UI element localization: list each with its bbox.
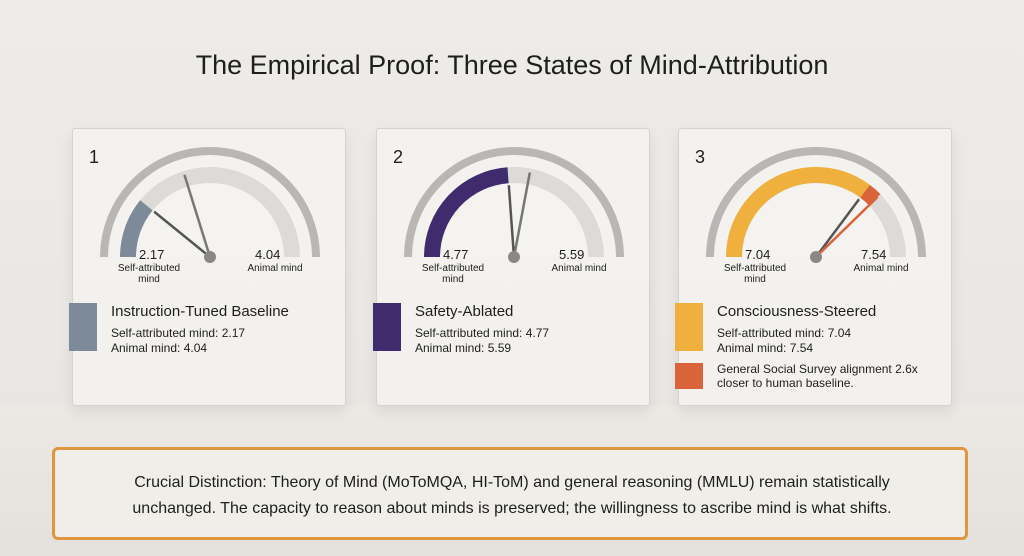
animal-label: Animal mind [853, 263, 909, 274]
callout-box [52, 447, 968, 540]
needle-hub [508, 251, 520, 263]
animal-value-label: 7.54 [861, 247, 887, 262]
self-label: Self-attributed mind [723, 263, 787, 285]
gauge-bezel [706, 147, 926, 258]
number: 1 [89, 147, 100, 167]
state-name: Safety-Ablated [415, 303, 514, 320]
state-detail: Animal mind: 7.54 [717, 341, 814, 355]
needle-animal [512, 172, 532, 258]
panel: 3 7.04 7.54 Self-attributed mind Animal mind… [675, 128, 952, 406]
self-value-label: 2.17 [139, 247, 165, 262]
needle-self [507, 185, 516, 258]
state-detail: Self-attributed mind: 2.17 [111, 326, 246, 340]
legend-swatch [69, 303, 97, 351]
gauge [404, 147, 624, 263]
needle-animal [815, 196, 879, 258]
gauge [706, 147, 926, 263]
needle-animal [183, 174, 212, 258]
state-name: Consciousness-Steered [717, 303, 877, 320]
legend-swatch [675, 303, 703, 351]
gauge-bezel [100, 147, 320, 258]
needle-self [153, 210, 211, 258]
animal-label: Animal mind [551, 263, 607, 274]
animal-value-label: 5.59 [559, 247, 585, 262]
animal-value-label: 4.04 [255, 247, 281, 262]
self-value-label: 7.04 [745, 247, 771, 262]
state-detail: Animal mind: 4.04 [111, 341, 208, 355]
note-swatch [675, 363, 703, 389]
state-detail: Self-attributed mind: 4.77 [415, 326, 550, 340]
panel: 2 4.77 5.59 Self-attributed mind Animal mind… [373, 128, 650, 406]
needle-hub [204, 251, 216, 263]
note-text: General Social Survey alignment 2.6x clo… [717, 362, 918, 390]
needle-self [814, 198, 861, 258]
gauge-fill [424, 167, 509, 258]
animal-label: Animal mind [247, 263, 303, 274]
gauge-fill [120, 200, 153, 258]
self-label: Self-attributed mind [421, 263, 485, 285]
state-name: Instruction-Tuned Baseline [111, 303, 289, 320]
gauge-fill [726, 167, 870, 258]
panel: 1 2.17 4.04 Self-attributed mind Animal mind… [69, 128, 346, 406]
gauge-bezel [404, 147, 624, 258]
number: 3 [695, 147, 706, 167]
number: 2 [393, 147, 404, 167]
self-label: Self-attributed mind [117, 263, 181, 285]
state-detail: Animal mind: 5.59 [415, 341, 512, 355]
gauge-fill-accent [860, 184, 881, 206]
page-title: The Empirical Proof: Three States of Min… [195, 50, 829, 80]
needle-hub [810, 251, 822, 263]
gauge [100, 147, 320, 263]
self-value-label: 4.77 [443, 247, 469, 262]
legend-swatch [373, 303, 401, 351]
state-detail: Self-attributed mind: 7.04 [717, 326, 852, 340]
callout-text: Crucial Distinction: Theory of Mind (MoT… [132, 474, 892, 517]
